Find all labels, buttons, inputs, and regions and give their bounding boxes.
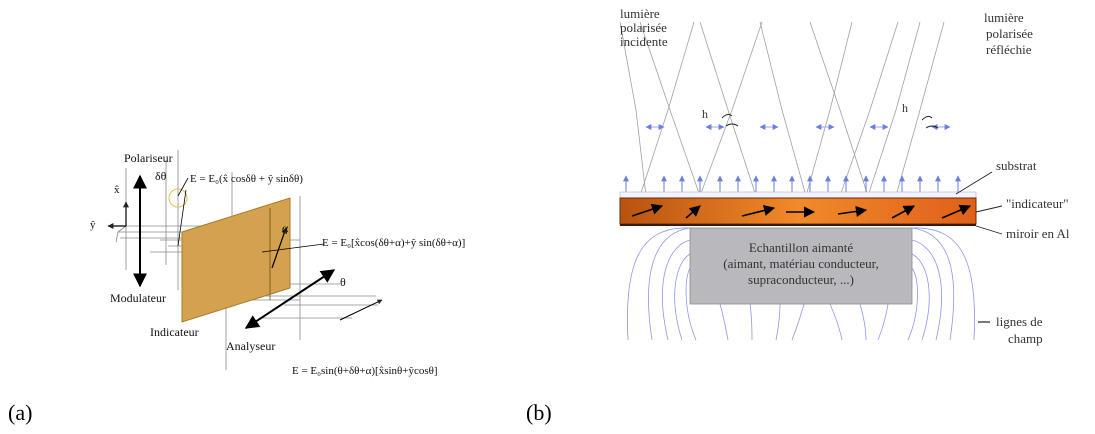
indicator-plate [181, 197, 291, 323]
caption-b: (b) [526, 400, 552, 425]
reflected-line-1: lumière [984, 10, 1024, 25]
h-left-wave [721, 113, 739, 127]
label-modulateur: Modulateur [110, 291, 166, 305]
h-right-wave [921, 115, 939, 129]
substrate-layer [619, 191, 977, 199]
label-h-left: h [702, 107, 708, 121]
label-indicateur: Indicateur [150, 325, 199, 339]
incident-line-2: polarisée [620, 20, 667, 35]
label-lignes-1: lignes de [996, 314, 1043, 329]
label-axis-x: x̂ [114, 184, 120, 196]
sample-line-1: Echantillon aimanté [749, 240, 854, 255]
incident-line-3: incidente [620, 34, 668, 49]
label-eq1: E = E₀(x̂ cosδθ + ŷ sinδθ) [190, 173, 303, 185]
label-indicateur-b: "indicateur" [1006, 196, 1069, 211]
panel-a: Polariseur δθ x̂ ŷ E = E₀(x̂ cosδθ + ŷ s… [8, 150, 465, 425]
label-lignes-2: champ [1008, 331, 1043, 346]
label-eq2: E = E₀[x̂cos(δθ+α)+ŷ sin(δθ+α)] [322, 237, 465, 249]
indicator-layer [619, 197, 977, 225]
indicator-arrows [631, 203, 972, 219]
light-rays [619, 21, 945, 198]
substrat-pointer [955, 171, 993, 195]
label-polariseur: Polariseur [124, 151, 173, 165]
alpha-arrow [271, 227, 288, 269]
sample-line-2: (aimant, matériau conducteur, [723, 256, 878, 271]
label-analyseur: Analyseur [226, 339, 275, 353]
eq2-pointer [261, 243, 325, 253]
label-h-right: h [902, 101, 908, 115]
label-alpha: α [282, 221, 289, 235]
caption-a: (a) [8, 400, 32, 425]
incident-line-1: lumière [620, 6, 660, 21]
label-substrat: substrat [996, 158, 1037, 173]
sample-block [689, 227, 913, 305]
delta-theta-marker [168, 188, 188, 208]
mirror-layer [620, 224, 976, 226]
eq1-pointer [177, 177, 189, 197]
panel-b: h h [526, 6, 1070, 425]
indicateur-pointer [975, 205, 1003, 213]
output-beam [339, 299, 383, 321]
miroir-pointer [975, 225, 1003, 235]
field-lines [627, 227, 975, 341]
substrate-arrows [623, 175, 961, 192]
reflected-line-3: réfléchie [986, 42, 1032, 57]
label-delta-theta: δθ [155, 169, 167, 183]
eq1-pointer-b [177, 189, 187, 247]
label-theta: θ [340, 275, 346, 289]
label-axis-y: ŷ [90, 219, 96, 231]
sample-line-3: supraconducteur, ...) [748, 272, 854, 287]
label-miroir: miroir en Al [1006, 226, 1070, 241]
reflected-line-2: polarisée [986, 26, 1033, 41]
analyser-arrow [244, 269, 336, 329]
label-eq3: E = E₀sin(θ+δθ+α)[x̂sinθ+ŷcosθ] [292, 365, 438, 377]
